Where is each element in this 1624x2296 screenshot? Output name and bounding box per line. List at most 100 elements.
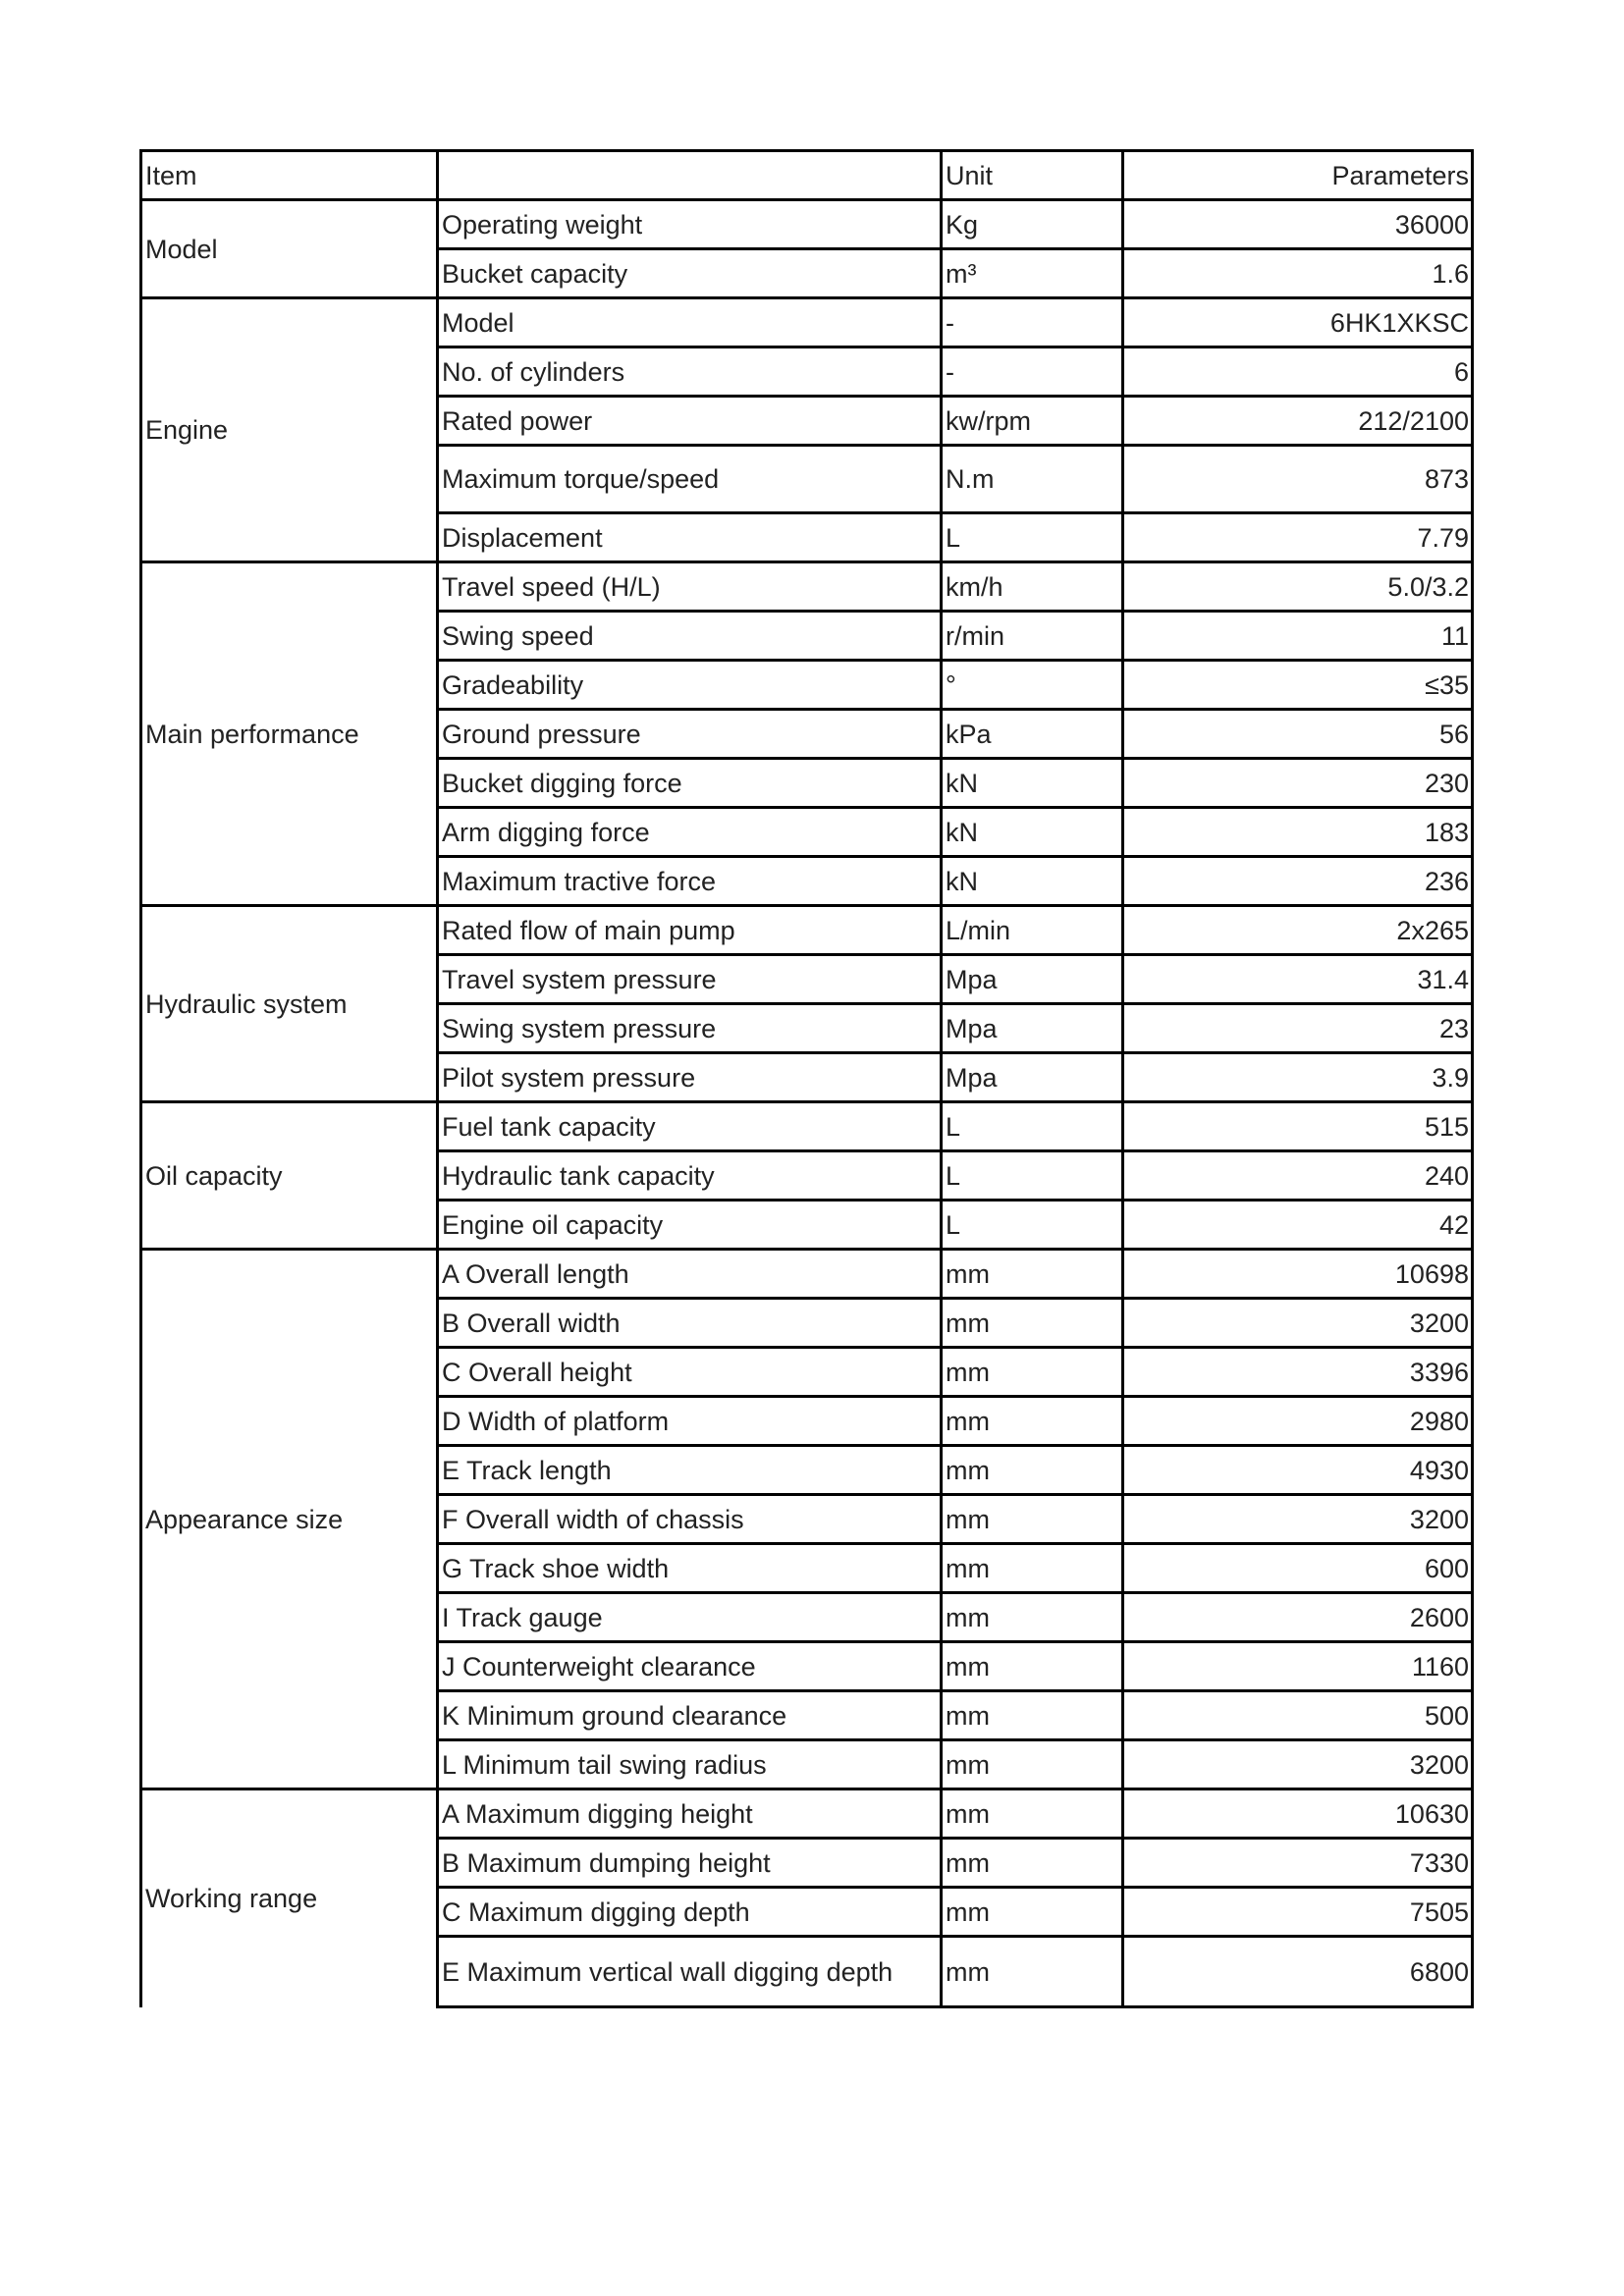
- table-row: Arm digging force kN 183: [141, 806, 1474, 858]
- table-row: K Minimum ground clearance mm 500: [141, 1689, 1474, 1741]
- table-row: Main performance Travel speed (H/L) km/h 5.…: [139, 561, 1474, 907]
- parameter-unit: L: [940, 1199, 1124, 1251]
- parameter-name: Rated flow of main pump: [436, 904, 943, 956]
- parameter-value: 1160: [1121, 1640, 1474, 1692]
- parameter-name: Bucket capacity: [436, 247, 943, 299]
- parameter-value: 240: [1121, 1149, 1474, 1201]
- parameter-unit: kN: [940, 855, 1124, 907]
- parameter-value: 236: [1121, 855, 1474, 907]
- parameter-unit: km/h: [940, 561, 1124, 613]
- table-row: C Overall height mm 3396: [141, 1346, 1474, 1398]
- table-row: Maximum tractive force kN 236: [141, 855, 1474, 907]
- parameter-value: 873: [1121, 444, 1474, 514]
- parameter-name: E Track length: [436, 1444, 943, 1496]
- table-row: Bucket digging force kN 230: [141, 757, 1474, 809]
- parameter-name: B Maximum dumping height: [436, 1837, 943, 1889]
- parameter-unit: mm: [940, 1248, 1124, 1300]
- parameter-name: Operating weight: [436, 198, 943, 250]
- group-label: Engine: [139, 296, 439, 563]
- parameter-value: 3.9: [1121, 1051, 1474, 1103]
- table-row: Oil capacity Fuel tank capacity L 515: [139, 1100, 1474, 1251]
- parameter-value: 2600: [1121, 1591, 1474, 1643]
- header-unit: Unit: [940, 149, 1124, 201]
- parameter-value: 2980: [1121, 1395, 1474, 1447]
- parameter-name: Model: [436, 296, 943, 348]
- parameter-unit: L: [940, 1149, 1124, 1201]
- parameter-unit: mm: [940, 1640, 1124, 1692]
- parameter-value: 42: [1121, 1199, 1474, 1251]
- table-row: D Width of platform mm 2980: [141, 1395, 1474, 1447]
- table-row: Hydraulic tank capacity L 240: [141, 1149, 1474, 1201]
- parameter-name: Travel system pressure: [436, 953, 943, 1005]
- parameter-name: K Minimum ground clearance: [436, 1689, 943, 1741]
- parameter-name: Maximum tractive force: [436, 855, 943, 907]
- table-row: Swing speed r/min 11: [141, 610, 1474, 662]
- parameter-unit: mm: [940, 1395, 1124, 1447]
- parameter-value: 5.0/3.2: [1121, 561, 1474, 613]
- parameter-name: Displacement: [436, 511, 943, 563]
- parameter-unit: °: [940, 659, 1124, 711]
- parameter-value: 56: [1121, 708, 1474, 760]
- parameter-name: J Counterweight clearance: [436, 1640, 943, 1692]
- table-row: Pilot system pressure Mpa 3.9: [141, 1051, 1474, 1103]
- parameter-name: L Minimum tail swing radius: [436, 1738, 943, 1790]
- group-label: Working range: [139, 1788, 439, 2007]
- table-row: G Track shoe width mm 600: [141, 1542, 1474, 1594]
- group-label: Appearance size: [139, 1248, 439, 1790]
- parameter-value: 7330: [1121, 1837, 1474, 1889]
- table-row: J Counterweight clearance mm 1160: [141, 1640, 1474, 1692]
- parameter-unit: L: [940, 1100, 1124, 1152]
- table-row: Gradeability ° ≤35: [141, 659, 1474, 711]
- parameter-value: 212/2100: [1121, 395, 1474, 447]
- table-row: E Maximum vertical wall digging depth mm 6…: [141, 1935, 1474, 2008]
- parameter-name: Fuel tank capacity: [436, 1100, 943, 1152]
- table-row: Engine Model -6HK1XKSC: [139, 296, 1474, 563]
- group-label: Hydraulic system: [139, 904, 439, 1103]
- table-row: Engine oil capacity L 42: [141, 1199, 1474, 1251]
- parameter-unit: kPa: [940, 708, 1124, 760]
- parameter-name: Rated power: [436, 395, 943, 447]
- table-row: E Track length mm 4930: [141, 1444, 1474, 1496]
- parameter-name: Swing speed: [436, 610, 943, 662]
- parameter-value: 23: [1121, 1002, 1474, 1054]
- parameter-unit: mm: [940, 1591, 1124, 1643]
- parameter-unit: m³: [940, 247, 1124, 299]
- parameter-unit: kw/rpm: [940, 395, 1124, 447]
- parameter-name: Pilot system pressure: [436, 1051, 943, 1103]
- parameter-unit: mm: [940, 1346, 1124, 1398]
- parameter-name: E Maximum vertical wall digging depth: [436, 1935, 943, 2008]
- parameter-name: C Overall height: [436, 1346, 943, 1398]
- parameter-name: Arm digging force: [436, 806, 943, 858]
- parameter-unit: L/min: [940, 904, 1124, 956]
- table-row: F Overall width of chassis mm 3200: [141, 1493, 1474, 1545]
- parameter-name: Gradeability: [436, 659, 943, 711]
- parameter-value: 6HK1XKSC: [1121, 296, 1474, 348]
- parameter-name: Maximum torque/speed: [436, 444, 943, 514]
- table-row: C Maximum digging depth mm 7505: [141, 1886, 1474, 1938]
- parameter-unit: mm: [940, 1444, 1124, 1496]
- parameter-value: 600: [1121, 1542, 1474, 1594]
- table-row: Swing system pressure Mpa 23: [141, 1002, 1474, 1054]
- parameter-unit: N.m: [940, 444, 1124, 514]
- table-row: L Minimum tail swing radius mm 3200: [141, 1738, 1474, 1790]
- specifications-table: Item Unit Parameters Model Operating weig…: [139, 149, 1474, 2008]
- parameter-value: 230: [1121, 757, 1474, 809]
- parameter-value: 6800: [1121, 1935, 1474, 2008]
- parameter-unit: r/min: [940, 610, 1124, 662]
- parameter-unit: kN: [940, 757, 1124, 809]
- parameter-unit: -: [940, 296, 1124, 348]
- parameter-value: 10698: [1121, 1248, 1474, 1300]
- parameter-value: 36000: [1121, 198, 1474, 250]
- parameter-name: Travel speed (H/L): [436, 561, 943, 613]
- parameter-unit: kN: [940, 806, 1124, 858]
- table-row: Model Operating weight Kg 36000: [139, 198, 1474, 299]
- parameter-name: F Overall width of chassis: [436, 1493, 943, 1545]
- table-row: Appearance size A Overall length mm 10698: [139, 1248, 1474, 1790]
- parameter-value: 10630: [1121, 1788, 1474, 1840]
- parameter-name: D Width of platform: [436, 1395, 943, 1447]
- parameter-unit: mm: [940, 1493, 1124, 1545]
- header-name: [436, 149, 943, 201]
- parameter-value: 4930: [1121, 1444, 1474, 1496]
- parameter-value: 7.79: [1121, 511, 1474, 563]
- parameter-name: A Maximum digging height: [436, 1788, 943, 1840]
